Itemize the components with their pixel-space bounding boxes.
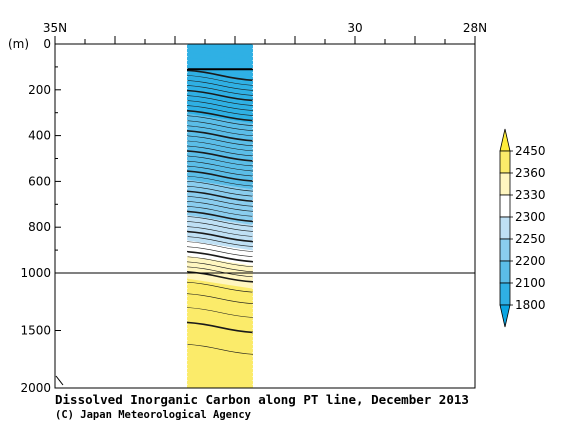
contour-line — [187, 115, 253, 126]
contour-line — [187, 160, 253, 172]
contour-line — [187, 190, 253, 203]
contour-line — [187, 120, 253, 132]
contour-line — [187, 69, 253, 82]
colorbar-label: 2360 — [515, 166, 546, 180]
plot-frame — [54, 43, 476, 389]
colorbar-label: 2200 — [515, 254, 546, 268]
plot-axes: 35N 30 28N 0 200 400 600 800 1000 1500 2000 — [20, 21, 487, 395]
y-tick-label: 1500 — [20, 324, 51, 338]
colorbar-segment — [499, 216, 511, 240]
contour-line — [187, 89, 253, 102]
contour-line — [187, 226, 253, 237]
contour-line — [187, 210, 253, 223]
contour-line — [187, 165, 253, 177]
contour-line — [187, 85, 253, 96]
section-band — [187, 383, 218, 388]
contour-line — [187, 261, 253, 273]
colorbar-label: 2300 — [515, 210, 546, 224]
contour-line — [187, 281, 253, 293]
y-tick-label: 2000 — [20, 381, 51, 395]
chart-title: Dissolved Inorganic Carbon along PT line… — [55, 392, 469, 407]
contour-line — [187, 256, 253, 268]
contour-line — [187, 100, 253, 111]
contour-lines — [187, 68, 253, 355]
contour-line — [187, 140, 253, 152]
contour-line — [187, 105, 253, 116]
colorbar-label: 2450 — [515, 144, 546, 158]
contour-line — [187, 195, 253, 207]
contour-line — [187, 80, 253, 91]
y-tick-label: 800 — [28, 220, 51, 234]
contour-line — [187, 266, 253, 278]
contour-line — [187, 321, 253, 334]
contour-line — [187, 129, 253, 142]
colorbar-segment — [499, 282, 511, 306]
contour-line — [187, 145, 253, 157]
y-tick-label: 1000 — [20, 266, 51, 280]
section-fill — [187, 44, 253, 388]
contour-line — [187, 155, 253, 167]
y-tick-label: 400 — [28, 129, 51, 143]
credit-text: (C) Japan Meteorological Agency — [55, 409, 252, 421]
y-tick-label: 0 — [43, 37, 51, 51]
colorbar-segment — [499, 238, 511, 262]
colorbar-arrow-bottom — [499, 304, 511, 328]
colorbar-label: 2250 — [515, 232, 546, 246]
contour-line — [187, 170, 253, 182]
colorbar-segment — [499, 260, 511, 284]
y-tick-label: 600 — [28, 174, 51, 188]
section-band — [187, 375, 253, 388]
contour-line — [187, 180, 253, 192]
colorbar-label: 2100 — [515, 276, 546, 290]
contour-line — [187, 135, 253, 147]
contour-line — [187, 175, 253, 187]
contour-line — [187, 185, 253, 197]
colorbar-arrow-top — [499, 128, 511, 152]
x-tick-label: 30 — [347, 21, 362, 35]
contour-line — [187, 246, 253, 257]
contour-line — [187, 150, 253, 162]
colorbar-segment — [499, 150, 511, 174]
colorbar: 1800 2100 2200 2250 2300 2330 2360 2450 — [499, 128, 546, 328]
contour-line — [187, 230, 253, 243]
colorbar-segment — [499, 194, 511, 218]
contour-line — [187, 201, 253, 212]
contour-line — [187, 250, 253, 263]
contour-line — [187, 206, 253, 217]
x-tick-label: 35N — [43, 21, 67, 35]
y-axis-unit-label: (m) — [8, 37, 29, 51]
contour-line — [187, 293, 253, 304]
colorbar-label: 2330 — [515, 188, 546, 202]
contour-line — [187, 241, 253, 252]
contour-line — [187, 221, 253, 232]
contour-line — [187, 75, 253, 86]
colorbar-label: 1800 — [515, 298, 546, 312]
y-tick-label: 200 — [28, 83, 51, 97]
contour-line — [187, 236, 253, 247]
contour-line — [187, 95, 253, 106]
contour-line — [187, 109, 253, 122]
colorbar-segment — [499, 172, 511, 196]
x-tick-label: 28N — [463, 21, 487, 35]
contour-line — [187, 307, 253, 318]
contour-line — [187, 344, 253, 355]
bottom-marker — [55, 375, 64, 386]
contour-line — [187, 125, 253, 137]
contour-line — [187, 216, 253, 227]
